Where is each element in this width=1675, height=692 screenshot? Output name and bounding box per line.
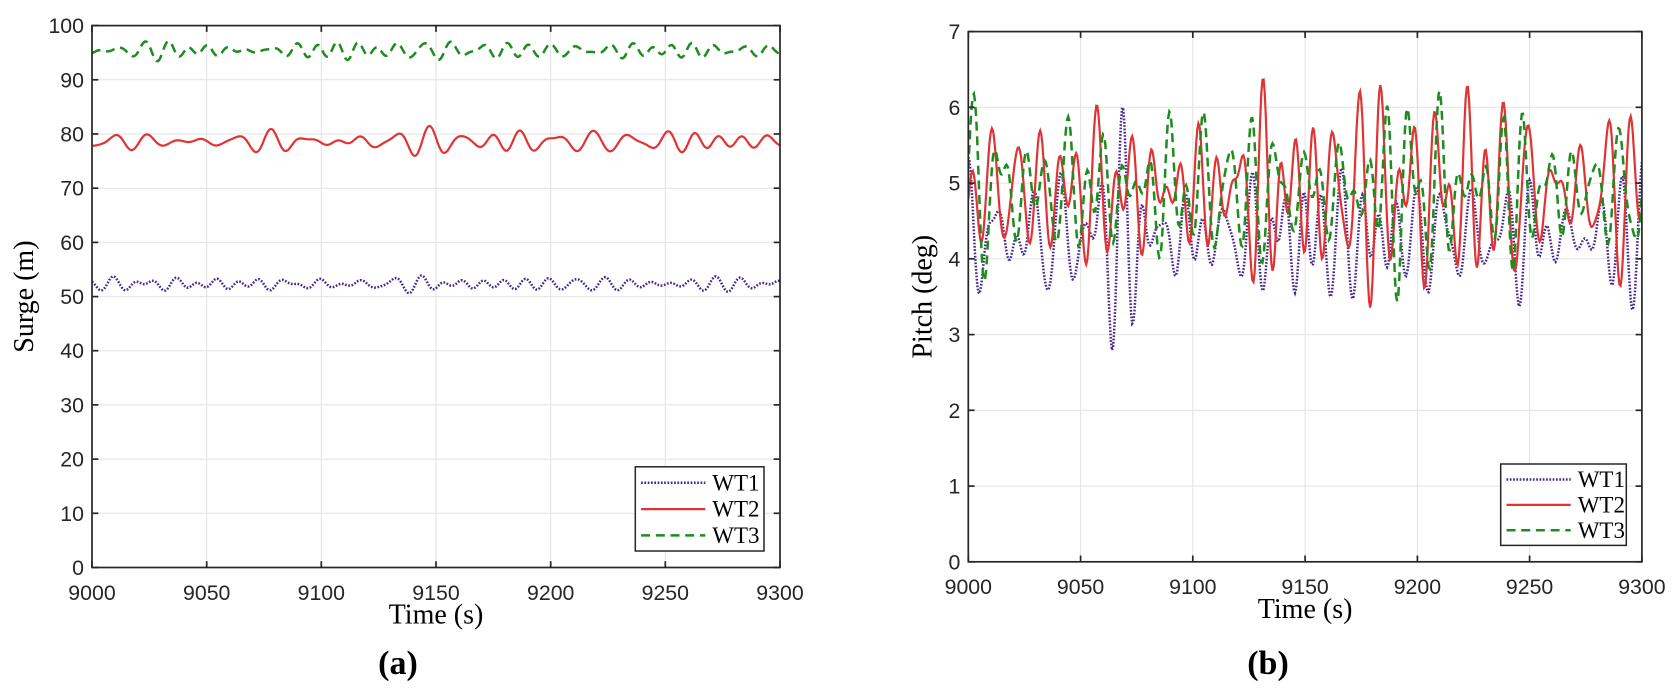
svg-text:9100: 9100 — [1169, 575, 1217, 599]
svg-text:60: 60 — [60, 231, 84, 255]
svg-text:50: 50 — [60, 285, 84, 309]
svg-text:30: 30 — [60, 393, 84, 417]
svg-text:WT2: WT2 — [1578, 492, 1625, 517]
svg-text:WT1: WT1 — [712, 470, 759, 495]
svg-text:Time (s): Time (s) — [389, 600, 484, 631]
svg-text:9250: 9250 — [642, 581, 690, 605]
svg-text:(a): (a) — [378, 645, 418, 682]
svg-text:5: 5 — [948, 172, 960, 196]
svg-text:WT3: WT3 — [1578, 518, 1625, 543]
svg-text:2: 2 — [948, 399, 960, 423]
svg-text:3: 3 — [948, 323, 960, 347]
svg-text:0: 0 — [72, 556, 84, 580]
svg-text:20: 20 — [60, 448, 84, 472]
svg-text:WT1: WT1 — [1578, 467, 1625, 492]
svg-text:9050: 9050 — [1057, 575, 1105, 599]
svg-text:9200: 9200 — [1394, 575, 1442, 599]
svg-text:9150: 9150 — [412, 581, 460, 605]
svg-text:9250: 9250 — [1506, 575, 1554, 599]
svg-text:Surge (m): Surge (m) — [9, 240, 40, 352]
svg-text:40: 40 — [60, 339, 84, 363]
svg-text:(b): (b) — [1247, 645, 1289, 682]
svg-text:6: 6 — [948, 96, 960, 120]
svg-text:100: 100 — [48, 14, 84, 38]
svg-text:4: 4 — [948, 247, 960, 271]
svg-text:9000: 9000 — [945, 575, 993, 599]
svg-text:7: 7 — [948, 20, 960, 44]
svg-text:WT3: WT3 — [712, 523, 759, 548]
svg-text:9100: 9100 — [298, 581, 346, 605]
svg-text:10: 10 — [60, 502, 84, 526]
svg-text:WT2: WT2 — [712, 497, 759, 522]
svg-text:70: 70 — [60, 177, 84, 201]
svg-text:80: 80 — [60, 123, 84, 147]
svg-text:1: 1 — [948, 475, 960, 499]
svg-text:9000: 9000 — [68, 581, 116, 605]
svg-text:9050: 9050 — [183, 581, 231, 605]
svg-text:0: 0 — [948, 550, 960, 574]
svg-text:Time (s): Time (s) — [1258, 594, 1353, 625]
svg-text:Pitch (deg): Pitch (deg) — [907, 235, 938, 359]
svg-text:9300: 9300 — [1618, 575, 1666, 599]
svg-text:9300: 9300 — [756, 581, 804, 605]
svg-text:90: 90 — [60, 68, 84, 92]
svg-text:9200: 9200 — [527, 581, 575, 605]
svg-text:9150: 9150 — [1281, 575, 1329, 599]
